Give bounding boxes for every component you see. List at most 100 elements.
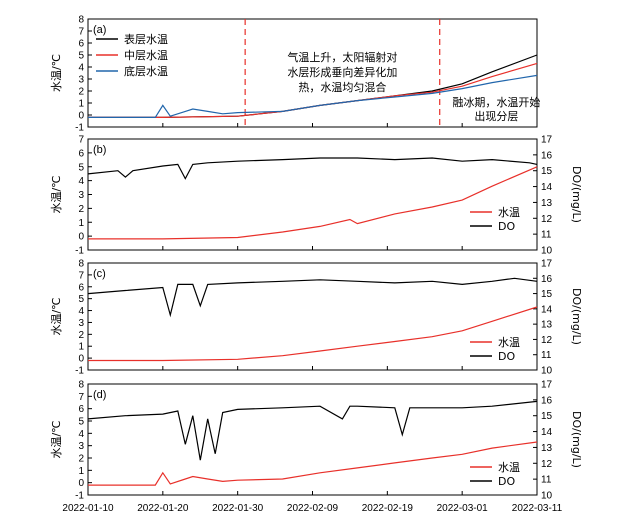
y2-tick-label: 11 — [541, 475, 552, 486]
y-axis-label: 水温/℃ — [50, 54, 63, 92]
y2-tick-label: 14 — [541, 182, 553, 193]
annotation-text: 气温上升，太阳辐射对 — [287, 50, 397, 64]
y-tick-label: -1 — [75, 246, 84, 257]
y-tick-label: 6 — [78, 148, 84, 159]
y-tick-label: -1 — [75, 123, 84, 134]
y-tick-label: 2 — [78, 454, 84, 465]
y2-tick-label: 16 — [541, 150, 553, 161]
plot-frame — [87, 383, 538, 496]
x-tick-label: 2022-02-19 — [362, 503, 414, 514]
y-tick-label: 1 — [78, 342, 84, 353]
panel-label: (c) — [93, 268, 106, 280]
y-tick-label: 8 — [78, 15, 84, 26]
y-tick-label: 8 — [78, 259, 84, 270]
legend-label: 底层水温 — [124, 64, 168, 78]
annotation-text: 水层形成垂向差异化加 — [287, 65, 397, 79]
series-line — [88, 441, 538, 486]
series-line — [88, 74, 538, 119]
y2-axis-label: DO/(mg/L) — [570, 166, 583, 223]
y-tick-label: 0 — [78, 354, 84, 365]
y-tick-label: 1 — [78, 218, 84, 229]
y2-tick-label: 12 — [541, 459, 553, 470]
annotation-text: 出现分层 — [474, 109, 518, 123]
y-axis-label: 水温/℃ — [50, 297, 63, 335]
y-tick-label: 2 — [78, 204, 84, 215]
y-tick-label: 6 — [78, 282, 84, 293]
y2-tick-label: 10 — [541, 491, 553, 502]
legend-label: DO — [498, 475, 515, 488]
y-tick-label: -1 — [75, 366, 84, 377]
series-line — [87, 277, 538, 318]
y-tick-label: 4 — [78, 176, 84, 187]
y-tick-label: 2 — [78, 330, 84, 341]
y2-tick-label: 16 — [541, 274, 553, 285]
y2-tick-label: 12 — [541, 214, 553, 225]
x-tick-label: 2022-01-20 — [137, 503, 189, 514]
y-tick-label: 0 — [78, 111, 84, 122]
y2-tick-label: 17 — [541, 259, 553, 270]
y2-tick-label: 15 — [541, 411, 553, 422]
legend-label: 水温 — [498, 336, 520, 349]
y-axis-label: 水温/℃ — [50, 420, 63, 458]
y2-tick-label: 10 — [541, 366, 553, 377]
y-tick-label: 7 — [78, 27, 84, 38]
y2-tick-label: 14 — [541, 304, 553, 315]
y-tick-label: 6 — [78, 39, 84, 50]
legend-label: 水温 — [498, 206, 520, 219]
y2-tick-label: 15 — [541, 289, 553, 300]
y-tick-label: -1 — [75, 491, 84, 502]
series-line — [87, 400, 538, 461]
y2-axis-label: DO/(mg/L) — [570, 411, 583, 468]
y-tick-label: 3 — [78, 318, 84, 329]
plot-frame — [87, 262, 538, 371]
y2-tick-label: 13 — [541, 198, 553, 209]
legend-label: DO — [498, 220, 515, 233]
legend-label: 水温 — [498, 461, 520, 474]
y-tick-label: 4 — [78, 429, 84, 440]
panel-label: (b) — [93, 144, 106, 156]
y-tick-label: 0 — [78, 232, 84, 243]
x-tick-label: 2022-01-10 — [62, 503, 114, 514]
y-tick-label: 0 — [78, 478, 84, 489]
y-tick-label: 3 — [78, 75, 84, 86]
y-tick-label: 8 — [78, 380, 84, 391]
x-tick-label: 2022-01-30 — [212, 503, 264, 514]
y2-tick-label: 12 — [541, 335, 553, 346]
x-tick-label: 2022-03-01 — [437, 503, 489, 514]
x-tick-label: 2022-03-11 — [512, 503, 563, 514]
panel-label: (d) — [93, 389, 106, 401]
x-tick-label: 2022-02-09 — [287, 503, 339, 514]
annotation-text: 融冰期，水温开始 — [452, 95, 540, 109]
y2-tick-label: 13 — [541, 443, 553, 454]
y-tick-label: 5 — [78, 417, 84, 428]
y-tick-label: 1 — [78, 99, 84, 110]
y-tick-label: 2 — [78, 87, 84, 98]
y2-tick-label: 14 — [541, 427, 553, 438]
y-tick-label: 5 — [78, 162, 84, 173]
y-tick-label: 3 — [78, 441, 84, 452]
y2-tick-label: 17 — [541, 380, 553, 391]
y-tick-label: 7 — [78, 392, 84, 403]
legend-label: 中层水温 — [124, 49, 168, 62]
y2-tick-label: 10 — [541, 246, 553, 257]
y-tick-label: 6 — [78, 404, 84, 415]
plot-frame — [87, 138, 538, 251]
y-tick-label: 4 — [78, 63, 84, 74]
series-line — [87, 157, 538, 180]
y2-tick-label: 13 — [541, 320, 553, 331]
legend-label: DO — [498, 350, 515, 363]
y-tick-label: 7 — [78, 135, 84, 146]
series-line — [88, 306, 538, 362]
y2-tick-label: 11 — [541, 230, 552, 241]
legend-label: 表层水温 — [124, 32, 168, 46]
y-tick-label: 7 — [78, 270, 84, 281]
y2-tick-label: 15 — [541, 166, 553, 177]
panel-label: (a) — [93, 24, 106, 36]
series-line — [88, 166, 538, 240]
y-axis-label: 水温/℃ — [50, 175, 63, 213]
annotation-text: 热，水温均匀混合 — [298, 80, 386, 94]
y2-tick-label: 16 — [541, 395, 553, 406]
y2-tick-label: 17 — [541, 135, 553, 146]
y-tick-label: 5 — [78, 51, 84, 62]
